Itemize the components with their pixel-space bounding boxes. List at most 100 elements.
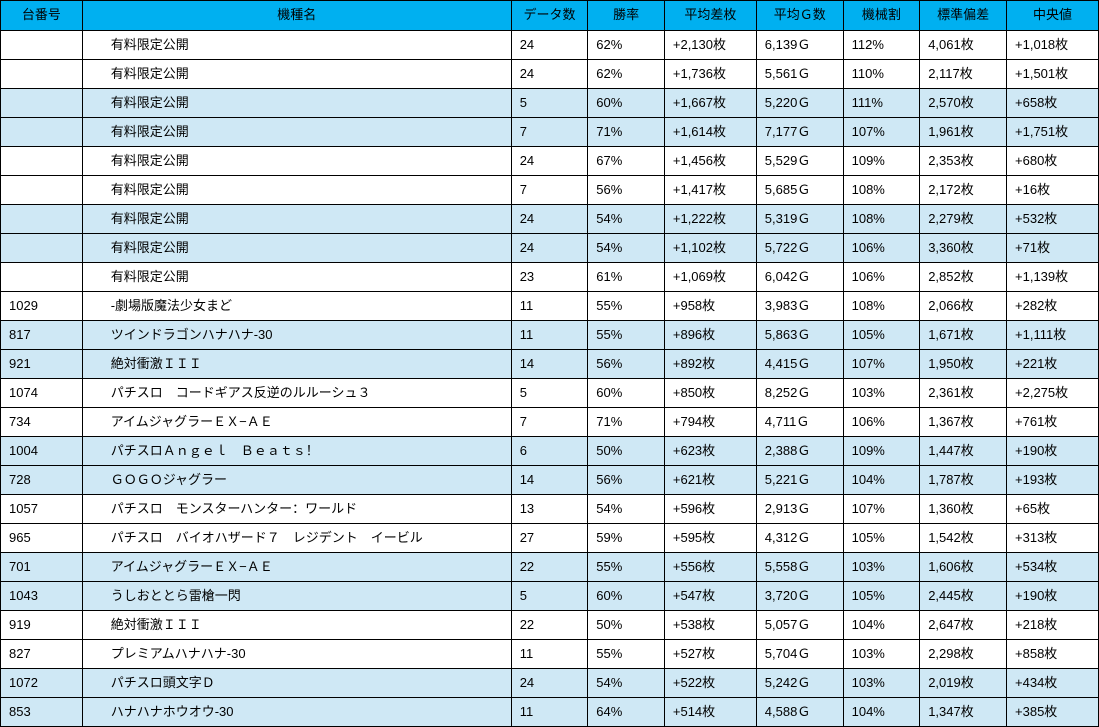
cell-diff: +547枚	[664, 582, 756, 611]
cell-num: 853	[1, 698, 83, 727]
cell-g: 4,711Ｇ	[756, 408, 843, 437]
cell-num	[1, 31, 83, 60]
table-row: 1057パチスロ モンスターハンター：ワールド1354%+596枚2,913Ｇ1…	[1, 495, 1099, 524]
cell-g: 4,588Ｇ	[756, 698, 843, 727]
cell-med: +658枚	[1007, 89, 1099, 118]
col-header-rate[interactable]: 勝率	[588, 1, 665, 31]
col-header-med[interactable]: 中央値	[1007, 1, 1099, 31]
cell-mach: 107%	[843, 350, 920, 379]
cell-sd: 2,361枚	[920, 379, 1007, 408]
cell-rate: 54%	[588, 669, 665, 698]
cell-sd: 3,360枚	[920, 234, 1007, 263]
cell-g: 5,561Ｇ	[756, 60, 843, 89]
cell-data: 6	[511, 437, 588, 466]
cell-g: 3,983Ｇ	[756, 292, 843, 321]
cell-mach: 111%	[843, 89, 920, 118]
cell-diff: +1,102枚	[664, 234, 756, 263]
cell-med: +71枚	[1007, 234, 1099, 263]
cell-med: +1,139枚	[1007, 263, 1099, 292]
cell-name: 絶対衝激ＩＩＩ	[82, 611, 511, 640]
cell-med: +1,111枚	[1007, 321, 1099, 350]
cell-mach: 108%	[843, 292, 920, 321]
cell-mach: 110%	[843, 60, 920, 89]
cell-data: 14	[511, 350, 588, 379]
cell-data: 23	[511, 263, 588, 292]
table-row: 728ＧＯＧＯジャグラー1456%+621枚5,221Ｇ104%1,787枚+1…	[1, 466, 1099, 495]
cell-g: 5,704Ｇ	[756, 640, 843, 669]
cell-mach: 112%	[843, 31, 920, 60]
cell-sd: 2,279枚	[920, 205, 1007, 234]
cell-sd: 1,606枚	[920, 553, 1007, 582]
cell-num: 817	[1, 321, 83, 350]
table-row: 921絶対衝激ＩＩＩ1456%+892枚4,415Ｇ107%1,950枚+221…	[1, 350, 1099, 379]
cell-sd: 4,061枚	[920, 31, 1007, 60]
cell-sd: 1,787枚	[920, 466, 1007, 495]
col-header-mach[interactable]: 機械割	[843, 1, 920, 31]
table-row: 有料限定公開560%+1,667枚5,220Ｇ111%2,570枚+658枚	[1, 89, 1099, 118]
cell-name: パチスロ モンスターハンター：ワールド	[82, 495, 511, 524]
col-header-sd[interactable]: 標準偏差	[920, 1, 1007, 31]
cell-sd: 2,852枚	[920, 263, 1007, 292]
cell-rate: 59%	[588, 524, 665, 553]
col-header-g[interactable]: 平均Ｇ数	[756, 1, 843, 31]
cell-sd: 2,353枚	[920, 147, 1007, 176]
cell-med: +65枚	[1007, 495, 1099, 524]
cell-data: 24	[511, 205, 588, 234]
cell-med: +193枚	[1007, 466, 1099, 495]
table-row: 827プレミアムハナハナ-301155%+527枚5,704Ｇ103%2,298…	[1, 640, 1099, 669]
cell-sd: 1,360枚	[920, 495, 1007, 524]
cell-rate: 55%	[588, 553, 665, 582]
cell-g: 2,913Ｇ	[756, 495, 843, 524]
cell-med: +858枚	[1007, 640, 1099, 669]
cell-sd: 2,570枚	[920, 89, 1007, 118]
cell-mach: 105%	[843, 582, 920, 611]
cell-diff: +794枚	[664, 408, 756, 437]
cell-num: 919	[1, 611, 83, 640]
cell-rate: 60%	[588, 379, 665, 408]
cell-sd: 1,542枚	[920, 524, 1007, 553]
cell-g: 7,177Ｇ	[756, 118, 843, 147]
cell-diff: +522枚	[664, 669, 756, 698]
col-header-name[interactable]: 機種名	[82, 1, 511, 31]
table-row: 919絶対衝激ＩＩＩ2250%+538枚5,057Ｇ104%2,647枚+218…	[1, 611, 1099, 640]
cell-data: 22	[511, 553, 588, 582]
cell-data: 22	[511, 611, 588, 640]
cell-diff: +1,069枚	[664, 263, 756, 292]
cell-rate: 54%	[588, 495, 665, 524]
col-header-num[interactable]: 台番号	[1, 1, 83, 31]
cell-rate: 62%	[588, 60, 665, 89]
table-row: 1072パチスロ頭文字Ｄ2454%+522枚5,242Ｇ103%2,019枚+4…	[1, 669, 1099, 698]
cell-name: ＧＯＧＯジャグラー	[82, 466, 511, 495]
cell-name: パチスロＡｎｇｅｌ Ｂｅａｔｓ！	[82, 437, 511, 466]
cell-g: 5,057Ｇ	[756, 611, 843, 640]
cell-num: 965	[1, 524, 83, 553]
cell-data: 24	[511, 147, 588, 176]
cell-med: +1,751枚	[1007, 118, 1099, 147]
cell-g: 2,388Ｇ	[756, 437, 843, 466]
table-row: 有料限定公開2462%+1,736枚5,561Ｇ110%2,117枚+1,501…	[1, 60, 1099, 89]
cell-num	[1, 118, 83, 147]
cell-g: 8,252Ｇ	[756, 379, 843, 408]
table-row: 734アイムジャグラーＥＸ−ＡＥ771%+794枚4,711Ｇ106%1,367…	[1, 408, 1099, 437]
cell-med: +16枚	[1007, 176, 1099, 205]
cell-name: -劇場版魔法少女まど	[82, 292, 511, 321]
cell-sd: 2,066枚	[920, 292, 1007, 321]
cell-data: 13	[511, 495, 588, 524]
cell-name: 有料限定公開	[82, 60, 511, 89]
cell-data: 24	[511, 669, 588, 698]
cell-sd: 2,117枚	[920, 60, 1007, 89]
cell-med: +761枚	[1007, 408, 1099, 437]
cell-rate: 64%	[588, 698, 665, 727]
cell-diff: +527枚	[664, 640, 756, 669]
table-row: 有料限定公開2467%+1,456枚5,529Ｇ109%2,353枚+680枚	[1, 147, 1099, 176]
cell-diff: +896枚	[664, 321, 756, 350]
cell-data: 7	[511, 408, 588, 437]
cell-g: 4,312Ｇ	[756, 524, 843, 553]
cell-name: 有料限定公開	[82, 234, 511, 263]
cell-data: 11	[511, 321, 588, 350]
col-header-data[interactable]: データ数	[511, 1, 588, 31]
col-header-diff[interactable]: 平均差枚	[664, 1, 756, 31]
table-row: 817ツインドラゴンハナハナ-301155%+896枚5,863Ｇ105%1,6…	[1, 321, 1099, 350]
cell-med: +1,018枚	[1007, 31, 1099, 60]
cell-num	[1, 234, 83, 263]
